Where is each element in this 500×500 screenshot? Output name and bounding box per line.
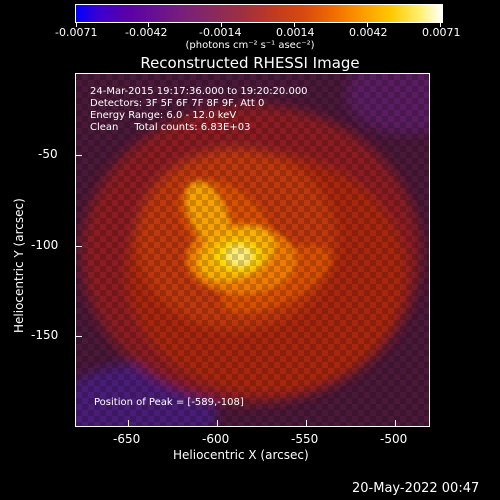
x-axis-tick bbox=[128, 420, 129, 426]
solar-image-plot: 24-Mar-2015 19:17:36.000 to 19:20:20.000… bbox=[75, 73, 430, 427]
y-axis-tick bbox=[76, 336, 82, 337]
image-title: Reconstructed RHESSI Image bbox=[140, 54, 360, 72]
y-axis-tick bbox=[76, 155, 82, 156]
y-axis-tick-label: -50 bbox=[38, 147, 58, 161]
colorbar-units-label: (photons cm⁻² s⁻¹ asec⁻²) bbox=[185, 40, 315, 51]
y-axis-title: Heliocentric Y (arcsec) bbox=[12, 198, 26, 333]
colorbar-tick-label: -0.0042 bbox=[125, 26, 168, 39]
y-axis-tick-label: -150 bbox=[31, 328, 59, 342]
x-axis-tick-label: -550 bbox=[291, 432, 319, 446]
colorbar-tick-label: -0.0071 bbox=[55, 26, 98, 39]
x-axis-title: Heliocentric X (arcsec) bbox=[173, 448, 309, 462]
colorbar-tick bbox=[76, 22, 77, 27]
x-axis-tick bbox=[217, 420, 218, 426]
colorbar-tick-label: 0.0042 bbox=[349, 26, 388, 39]
colorbar-tick-label: 0.0071 bbox=[422, 26, 461, 39]
colorbar-tick bbox=[294, 22, 295, 27]
colorbar-tick-label: -0.0014 bbox=[199, 26, 242, 39]
colorbar bbox=[75, 4, 443, 27]
colorbar-tick-label: 0.0014 bbox=[276, 26, 315, 39]
x-axis-tick-label: -600 bbox=[202, 432, 230, 446]
x-axis-tick bbox=[306, 420, 307, 426]
colorbar-tick bbox=[148, 22, 149, 27]
colorbar-tick bbox=[367, 22, 368, 27]
energy-range-annotation: Energy Range: 6.0 - 12.0 keV bbox=[90, 110, 237, 121]
y-axis-tick-label: -100 bbox=[31, 238, 59, 252]
footer-timestamp: 20-May-2022 00:47 bbox=[352, 481, 480, 496]
detectors-annotation: Detectors: 3F 5F 6F 7F 8F 9F, Att 0 bbox=[90, 98, 265, 109]
x-axis-tick-label: -650 bbox=[113, 432, 141, 446]
clean-counts-annotation: Clean Total counts: 6.83E+03 bbox=[90, 122, 251, 133]
y-axis-tick bbox=[76, 246, 82, 247]
peak-position-annotation: Position of Peak = [-589,-108] bbox=[94, 397, 244, 408]
colorbar-tick bbox=[440, 22, 441, 27]
solar-image-heatmap bbox=[76, 74, 429, 426]
colorbar-tick bbox=[221, 22, 222, 27]
x-axis-tick-label: -500 bbox=[380, 432, 408, 446]
x-axis-tick bbox=[395, 420, 396, 426]
time-range-annotation: 24-Mar-2015 19:17:36.000 to 19:20:20.000 bbox=[90, 86, 308, 97]
